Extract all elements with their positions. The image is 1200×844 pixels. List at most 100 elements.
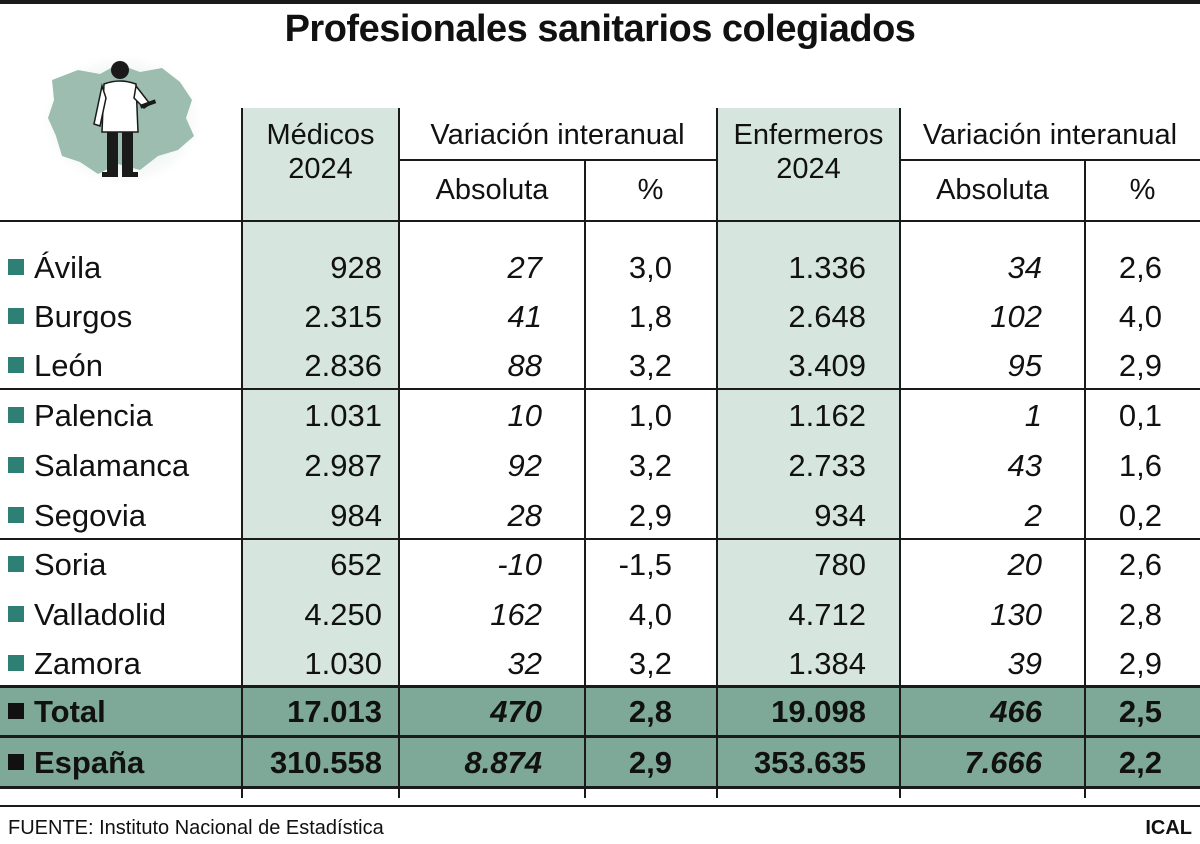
province-label: Zamora	[8, 646, 141, 682]
table-cell: 2,9	[628, 498, 672, 533]
province-label: Palencia	[8, 398, 153, 434]
header-medicos-line1: Médicos	[266, 119, 375, 151]
row-name: Segovia	[34, 498, 147, 533]
table-cell: 2.987	[304, 448, 382, 483]
table-cell: 470	[490, 694, 542, 729]
table-cell: 2,6	[1118, 547, 1162, 582]
group-rule	[0, 388, 1200, 390]
table-cell: 4.250	[304, 597, 382, 632]
table-cell: 1,8	[628, 299, 672, 334]
table-cell: 130	[990, 597, 1042, 632]
sub-header-rule	[899, 159, 1200, 161]
table-cell: 92	[507, 448, 542, 483]
col-divider	[1084, 160, 1086, 798]
band-rule	[0, 786, 1200, 789]
header-medicos: Médicos 2024	[242, 118, 399, 186]
col-divider	[398, 687, 400, 786]
table-cell: 7.666	[964, 745, 1042, 780]
row-name: España	[34, 745, 145, 780]
header-variacion-medicos: Variación interanual	[430, 119, 685, 151]
row-name: Valladolid	[34, 597, 167, 632]
header-enfermeros: Enfermeros 2024	[717, 118, 900, 186]
table-cell: 19.098	[771, 694, 866, 729]
table-cell: 1	[1024, 398, 1042, 433]
top-rule	[0, 0, 1200, 4]
table-cell: 20	[1007, 547, 1042, 582]
table-cell: 1,0	[628, 398, 672, 433]
header-absoluta-2: Absoluta	[936, 174, 1049, 206]
province-label: Segovia	[8, 498, 146, 534]
col-divider	[899, 687, 901, 786]
province-label: Valladolid	[8, 597, 166, 633]
header-medicos-line2: 2024	[288, 153, 353, 185]
table-cell: 652	[330, 547, 382, 582]
table-cell: 2.648	[788, 299, 866, 334]
row-name: Ávila	[34, 250, 102, 285]
header-variacion-enfermeros: Variación interanual	[922, 119, 1178, 151]
province-label: Burgos	[8, 299, 132, 335]
table-cell: 2,5	[1118, 694, 1162, 729]
bullet-icon	[8, 556, 24, 572]
total-row-label: Total	[8, 694, 106, 730]
medicos-column-bg	[242, 108, 399, 686]
bullet-icon	[8, 259, 24, 275]
header-enfermeros-line1: Enfermeros	[733, 119, 884, 151]
table-cell: 2,8	[1118, 597, 1162, 632]
table-cell: 2.733	[788, 448, 866, 483]
bottom-rule	[0, 805, 1200, 807]
row-name: Burgos	[34, 299, 133, 334]
table-cell: 310.558	[269, 745, 382, 780]
table-cell: 1.384	[788, 646, 866, 681]
table-cell: 2,2	[1118, 745, 1162, 780]
table-cell: 2,9	[1118, 646, 1162, 681]
doctor-map-icon	[40, 52, 205, 187]
table-cell: 2.315	[304, 299, 382, 334]
table-cell: 2,9	[628, 745, 672, 780]
table-cell: 95	[1007, 348, 1042, 383]
header-enfermeros-line2: 2024	[776, 153, 841, 185]
header-absoluta-1: Absoluta	[435, 174, 549, 206]
table-cell: 41	[507, 299, 542, 334]
province-label: León	[8, 348, 103, 384]
bullet-icon	[8, 655, 24, 671]
total-band	[0, 687, 1200, 735]
source-note: FUENTE: Instituto Nacional de Estadístic…	[8, 817, 384, 839]
band-rule	[0, 685, 1200, 688]
table-cell: 2,6	[1118, 250, 1162, 285]
table-cell: 1.030	[304, 646, 382, 681]
table-cell: 3,2	[628, 448, 672, 483]
col-divider	[1084, 687, 1086, 786]
table-cell: 780	[814, 547, 866, 582]
table-cell: 28	[507, 498, 542, 533]
province-label: Salamanca	[8, 448, 189, 484]
table-cell: 3,0	[628, 250, 672, 285]
table-cell: 0,1	[1118, 398, 1162, 433]
table-cell: 39	[1007, 646, 1042, 681]
table-cell: 4.712	[788, 597, 866, 632]
table-cell: 0,2	[1118, 498, 1162, 533]
header-bottom-rule	[0, 220, 1200, 222]
header-pct-2: %	[1129, 174, 1156, 206]
table-cell: 466	[990, 694, 1042, 729]
table-cell: 27	[507, 250, 542, 285]
table-cell: 2,9	[1118, 348, 1162, 383]
table-cell: 1.031	[304, 398, 382, 433]
table-cell: 17.013	[287, 694, 382, 729]
table-cell: 1.162	[788, 398, 866, 433]
bullet-icon	[8, 507, 24, 523]
row-name: Zamora	[34, 646, 141, 681]
col-divider	[241, 108, 243, 798]
table-cell: 88	[507, 348, 542, 383]
page-title: Profesionales sanitarios colegiados	[284, 8, 916, 50]
table-cell: 3.409	[788, 348, 866, 383]
sub-header-rule	[398, 159, 716, 161]
group-rule	[0, 538, 1200, 540]
col-divider	[584, 160, 586, 798]
bullet-icon	[8, 754, 24, 770]
col-divider	[241, 687, 243, 786]
espana-band	[0, 738, 1200, 786]
table-cell: 4,0	[628, 597, 672, 632]
bullet-icon	[8, 703, 24, 719]
table-cell: 8.874	[464, 745, 542, 780]
province-label: Soria	[8, 547, 106, 583]
